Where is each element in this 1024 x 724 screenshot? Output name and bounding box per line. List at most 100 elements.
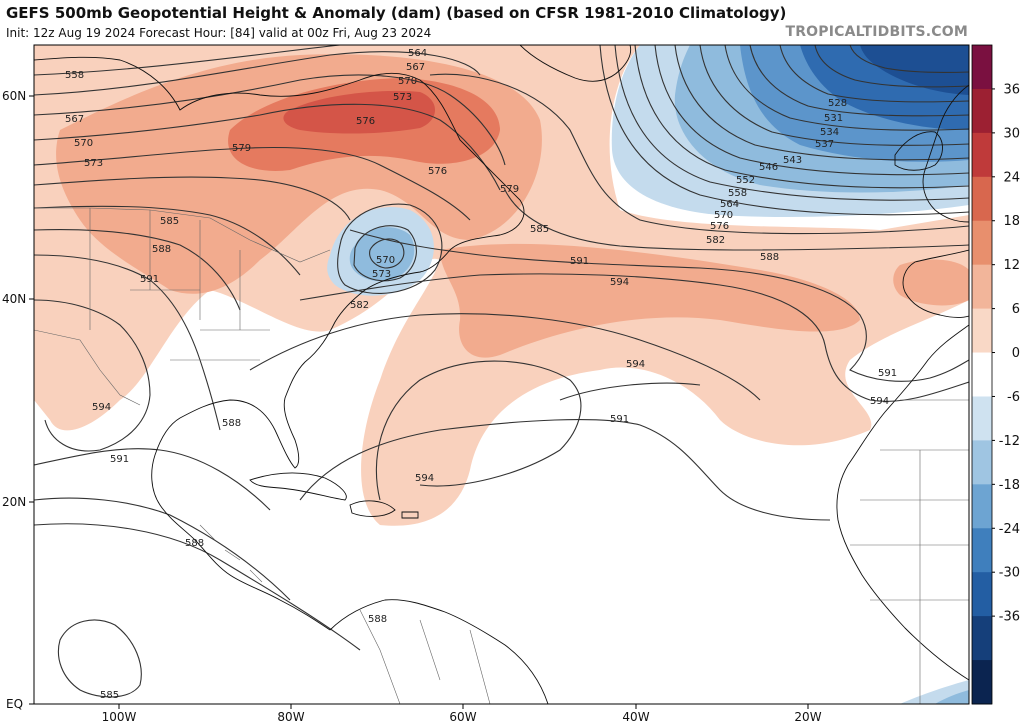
uk-ireland-coast — [894, 131, 943, 171]
contour-line — [674, 45, 969, 161]
contour-label: 585 — [160, 216, 179, 227]
colorbar-label: 30 — [1003, 126, 1020, 141]
contour-label: 570 — [74, 138, 93, 149]
contour-line — [299, 419, 831, 521]
contour-label: 564 — [720, 199, 739, 210]
puerto-rico-coast — [401, 511, 419, 519]
contour-label: 531 — [824, 113, 843, 124]
contour-line — [299, 273, 969, 402]
lon-label-60w: 60W — [449, 710, 476, 724]
contour-line — [34, 74, 506, 166]
contour-label: 567 — [65, 114, 84, 125]
contour-label: 579 — [232, 143, 251, 154]
negative-anomaly-deepest — [860, 45, 969, 95]
contour-label: 564 — [408, 48, 427, 59]
lat-label-60n: 60N — [2, 89, 26, 103]
us-mexico-border — [34, 329, 141, 406]
contour-label: 576 — [710, 221, 729, 232]
longitude-axis: 100W 80W 60W 40W 20W — [102, 704, 822, 724]
contour-line — [34, 523, 361, 651]
contour-label: 552 — [736, 175, 755, 186]
contour-label: 537 — [815, 139, 834, 150]
hispaniola-coast — [349, 500, 396, 517]
colorbar-swatch — [972, 88, 992, 134]
colorbar-label: -30 — [999, 566, 1020, 581]
contour-label: 588 — [152, 244, 171, 255]
contour-label: 570 — [714, 210, 733, 221]
map-frame — [33, 44, 970, 705]
contour-label: 588 — [222, 418, 241, 429]
negative-anomaly-south-atlantic — [935, 690, 969, 704]
colorbar-swatch — [972, 352, 992, 397]
contour-line — [814, 45, 969, 88]
contour-label: 591 — [878, 368, 897, 379]
contour-line — [34, 205, 301, 276]
contour-label: 573 — [372, 269, 391, 280]
contour-line — [369, 238, 405, 269]
colorbar-swatch — [972, 440, 992, 485]
africa-west-coast — [836, 324, 969, 681]
contour-line — [34, 103, 501, 191]
colorbar-swatch — [972, 660, 992, 705]
colorbar-swatch — [972, 176, 992, 222]
contour-line — [599, 45, 969, 216]
colorbar-swatch — [972, 220, 992, 266]
contour-line — [34, 45, 341, 76]
central-america-borders — [199, 524, 263, 583]
contour-label: 576 — [428, 166, 447, 177]
colorbar-swatch — [972, 484, 992, 529]
colorbar-label: -12 — [999, 434, 1020, 449]
contour-label: 594 — [92, 402, 111, 413]
europe-coast — [922, 84, 969, 223]
colorbar-swatch — [972, 264, 992, 310]
colorbar-label: 12 — [1003, 258, 1020, 273]
contour-line — [34, 299, 151, 452]
contour-line — [429, 73, 969, 235]
contour-line — [724, 45, 969, 131]
lon-label-20w: 20W — [794, 710, 821, 724]
contour-line — [34, 448, 271, 511]
map-panel: 558 567 570 573 579 585 588 591 594 588 … — [34, 45, 969, 704]
africa-borders — [850, 399, 969, 704]
contour-line — [34, 497, 291, 601]
cuba-coast — [249, 472, 347, 501]
colorbar-labels: 36 30 24 18 12 6 0 -6 -12 -18 -24 -30 -36 — [992, 82, 1020, 625]
colorbar-label: 0 — [1012, 346, 1020, 361]
contour-label: 594 — [870, 396, 889, 407]
iberia-positive-anomaly — [893, 259, 969, 306]
contour-line — [34, 146, 471, 221]
contour-label: 558 — [728, 188, 747, 199]
contour-label: 588 — [760, 252, 779, 263]
colorbar-label: 18 — [1003, 214, 1020, 229]
contour-label: 588 — [185, 538, 204, 549]
iberia-coast — [902, 249, 969, 318]
contour-line — [34, 51, 481, 96]
lat-label-20n: 20N — [2, 495, 26, 509]
contour-label: 558 — [65, 70, 84, 81]
contour-label: 591 — [140, 274, 159, 285]
colorbar-swatch — [972, 616, 992, 661]
contour-label: 594 — [626, 359, 645, 370]
contour-line — [337, 203, 443, 294]
colorbar-swatch — [972, 572, 992, 617]
colorbar-frame — [971, 44, 993, 705]
contour-label: 591 — [570, 256, 589, 267]
contour-label: 570 — [376, 255, 395, 266]
colorbar-swatch — [972, 45, 992, 90]
contour-line — [654, 45, 969, 176]
anomaly-colorbar: 36 30 24 18 12 6 0 -6 -12 -18 -24 -30 -36 — [971, 44, 1020, 705]
lon-label-100w: 100W — [102, 710, 137, 724]
contour-line — [249, 313, 761, 401]
contour-line — [375, 360, 582, 501]
contour-line — [614, 45, 969, 201]
map-subtitle: Init: 12z Aug 19 2024 Forecast Hour: [84… — [6, 26, 432, 40]
colorbar-label: 36 — [1003, 82, 1020, 97]
contour-label: 534 — [820, 127, 839, 138]
contour-label: 585 — [530, 224, 549, 235]
colorbar-swatches — [972, 45, 992, 705]
greenland-coast — [519, 45, 632, 82]
contour-label: 528 — [828, 98, 847, 109]
contour-label: 585 — [100, 690, 119, 701]
coastlines — [34, 45, 969, 704]
north-america-east-coast — [34, 56, 525, 631]
